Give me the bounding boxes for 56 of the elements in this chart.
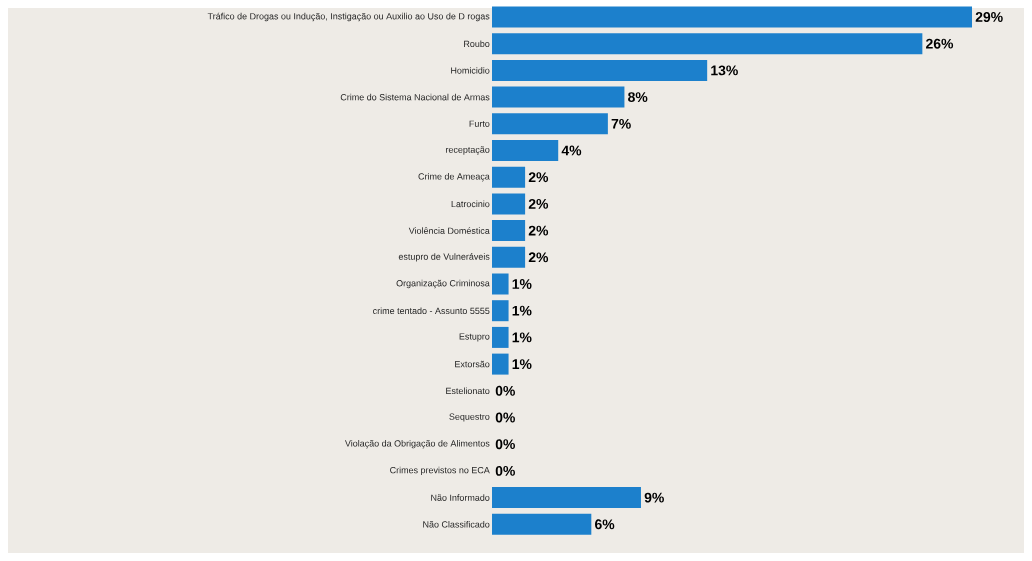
y-tick-label: Furto: [469, 120, 490, 127]
data-label: 6%: [595, 519, 615, 530]
y-tick-label: receptação: [446, 146, 490, 155]
data-label: 0%: [495, 412, 515, 423]
y-tick-label: Homicidio: [451, 67, 490, 74]
y-tick-label: Crimes previstos no ECA: [390, 466, 490, 476]
bar: [492, 6, 973, 28]
data-label: 2%: [528, 225, 549, 236]
y-tick-label: Tráfico de Drogas ou Indução, Instigação ou Auxilio ao Uso de D rogas: [207, 12, 490, 22]
data-label: 1%: [512, 279, 532, 289]
data-label: 13%: [711, 65, 738, 76]
y-tick-label: Não Classificado: [423, 521, 490, 528]
bar: [492, 513, 592, 535]
y-tick-label: crime tentado - Assunto 5555: [373, 307, 490, 314]
y-tick-label: Violação da Obrigação de Alimentos: [344, 440, 490, 449]
y-tick-label: Latrocinio: [451, 200, 490, 208]
bar: [492, 353, 509, 375]
data-label: 1%: [512, 332, 532, 343]
data-label: 2%: [528, 172, 549, 183]
data-label: 0%: [495, 439, 515, 450]
data-label: 2%: [528, 252, 549, 263]
bar: [492, 113, 608, 135]
y-tick-label: Organização Criminosa: [396, 279, 490, 289]
y-tick-label: Estelionato: [446, 387, 490, 395]
bar: [492, 246, 526, 268]
y-tick-label: Sequestro: [449, 413, 490, 422]
bar: [492, 86, 625, 108]
y-tick-label: estupro de Vulneráveis: [398, 253, 490, 262]
bar: [492, 487, 641, 509]
bar: [492, 59, 708, 81]
bar: [492, 140, 559, 161]
data-label: 4%: [561, 145, 582, 156]
y-tick-label: Estupro: [459, 333, 490, 342]
data-label: 26%: [926, 38, 954, 49]
data-label: 1%: [512, 359, 532, 370]
data-label: 1%: [512, 305, 532, 316]
bar: [492, 300, 509, 322]
bar: [492, 273, 509, 295]
bar: [492, 166, 526, 188]
y-tick-label: Crime de Ameaça: [418, 173, 490, 182]
y-tick-label: Crime do Sistema Nacional de Armas: [340, 93, 490, 101]
data-label: 0%: [495, 465, 515, 476]
y-tick-label: Não Informado: [431, 494, 490, 501]
y-tick-label: Roubo: [464, 40, 490, 47]
bar: [492, 326, 509, 348]
y-tick-label: Extorsão: [455, 360, 490, 368]
y-tick-label: Violência Doméstica: [408, 227, 490, 234]
data-label: 9%: [644, 492, 664, 503]
data-label: 7%: [611, 118, 631, 129]
bar: [492, 220, 526, 242]
data-label: 2%: [528, 198, 549, 209]
bar: [492, 193, 526, 215]
data-label: 8%: [628, 92, 648, 103]
data-label: 0%: [495, 385, 515, 396]
data-label: 29%: [975, 12, 1003, 22]
bar: [492, 33, 923, 55]
